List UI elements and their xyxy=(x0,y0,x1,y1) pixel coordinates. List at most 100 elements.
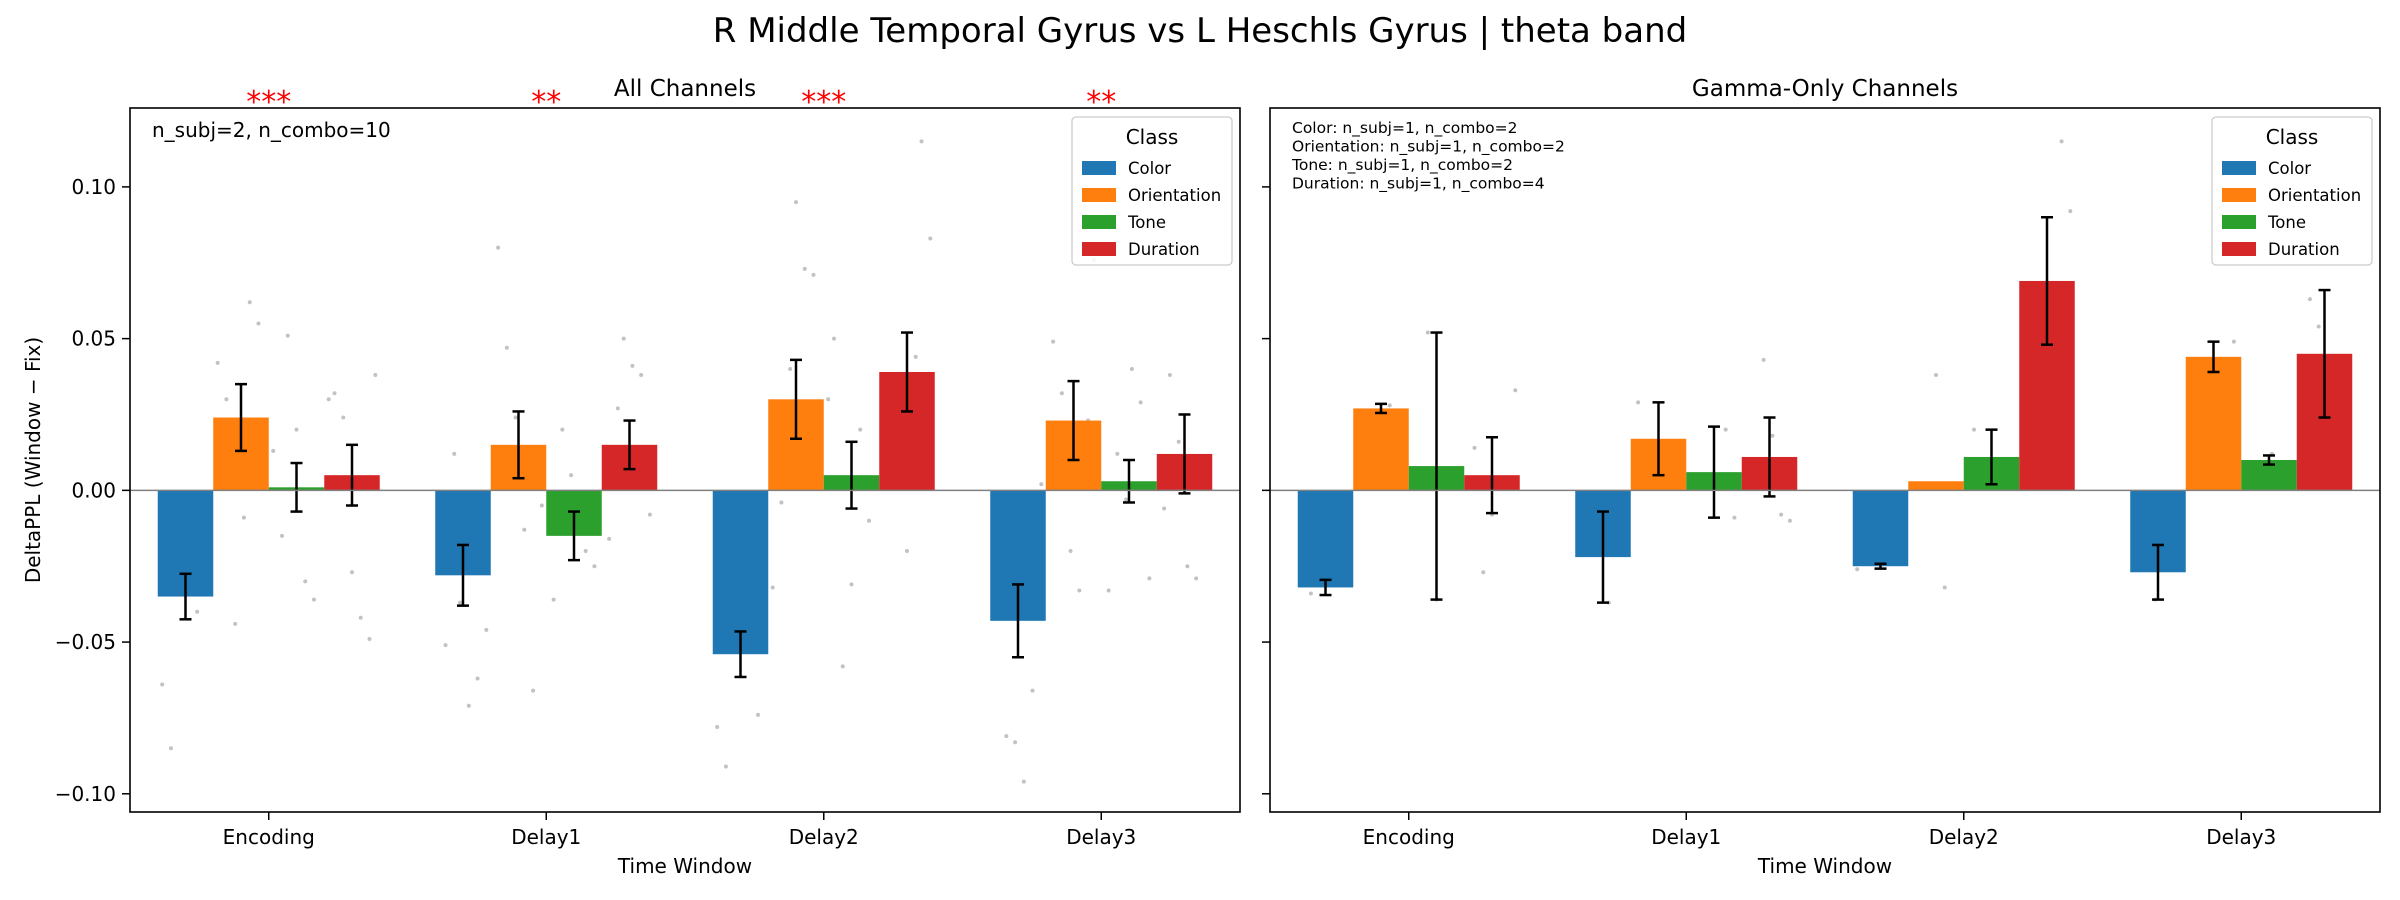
scatter-point xyxy=(1030,688,1035,693)
bar-orientation xyxy=(1908,481,1964,491)
bar-color xyxy=(1297,490,1354,588)
legend-label-tone: Tone xyxy=(2267,213,2306,232)
legend-label-color: Color xyxy=(2268,159,2311,178)
legend-label-color: Color xyxy=(1128,159,1171,178)
legend-swatch-tone xyxy=(2222,215,2256,229)
bar-color xyxy=(712,490,769,655)
legend-swatch-tone xyxy=(1082,215,1116,229)
scatter-point xyxy=(1787,518,1792,523)
scatter-point xyxy=(522,527,527,532)
scatter-point xyxy=(350,570,354,575)
y-tick-label: −0.10 xyxy=(55,782,116,806)
scatter-point xyxy=(256,321,261,326)
sample-size-annotation: Color: n_subj=1, n_combo=2 xyxy=(1292,119,1518,138)
significance-marker: *** xyxy=(801,85,846,120)
scatter-point xyxy=(1106,588,1111,593)
scatter-point xyxy=(458,600,463,605)
x-tick-label: Delay3 xyxy=(2206,825,2276,849)
scatter-point xyxy=(294,427,299,432)
x-tick-label: Delay2 xyxy=(789,825,859,849)
scatter-point xyxy=(452,451,457,456)
scatter-point xyxy=(866,518,871,523)
legend-label-duration: Duration xyxy=(1128,240,1200,259)
scatter-point xyxy=(802,266,807,271)
legend-swatch-color xyxy=(1082,161,1116,175)
y-tick-label: 0.00 xyxy=(71,478,116,502)
scatter-point xyxy=(1077,588,1082,593)
scatter-point xyxy=(241,515,246,520)
plot-frame xyxy=(1269,107,2381,813)
scatter-point xyxy=(1481,570,1486,575)
scatter-point xyxy=(615,406,620,411)
scatter-point xyxy=(475,676,480,681)
scatter-point xyxy=(1147,576,1152,581)
scatter-point xyxy=(832,336,837,341)
legend-label-tone: Tone xyxy=(1127,213,1166,232)
legend: Class Color Orientation Tone Duration xyxy=(1071,116,1233,266)
scatter-point xyxy=(919,139,924,144)
y-tick-label: 0.05 xyxy=(71,327,116,351)
x-axis-label: Time Window xyxy=(617,854,752,878)
scatter-point xyxy=(1425,330,1430,335)
scatter-point xyxy=(1934,373,1938,378)
legend-label-orientation: Orientation xyxy=(1128,186,1221,205)
scatter-point xyxy=(2307,297,2312,302)
legend-title: Class xyxy=(1126,125,1179,149)
legend-title: Class xyxy=(2266,125,2319,149)
scatter-point xyxy=(1732,515,1737,520)
scatter-point xyxy=(466,703,471,708)
scatter-point xyxy=(1972,427,1977,432)
scatter-point xyxy=(168,746,173,751)
scatter-point xyxy=(531,688,536,693)
legend-swatch-duration xyxy=(2222,242,2256,256)
chart-panel-2: Encoding Delay1 Delay2 Delay3 Time Window Gam… xyxy=(1262,76,2381,878)
scatter-point xyxy=(2316,324,2321,329)
scatter-point xyxy=(770,585,775,590)
scatter-point xyxy=(271,448,276,453)
scatter-point xyxy=(247,300,252,305)
bar-color xyxy=(1852,490,1909,567)
legend-label-orientation: Orientation xyxy=(2268,186,2361,205)
x-tick-label: Delay1 xyxy=(1651,825,1721,849)
scatter-point xyxy=(358,615,363,620)
y-tick-label: −0.05 xyxy=(55,630,116,654)
scatter-point xyxy=(1013,740,1018,745)
scatter-point xyxy=(630,363,635,368)
scatter-point xyxy=(639,373,644,378)
figure-title: R Middle Temporal Gyrus vs L Heschls Gyr… xyxy=(713,11,1687,51)
scatter-point xyxy=(1194,576,1199,581)
scatter-point xyxy=(607,536,612,541)
legend-swatch-color xyxy=(2222,161,2256,175)
scatter-point xyxy=(849,582,854,587)
scatter-point xyxy=(811,272,816,277)
y-tick-label: 0.10 xyxy=(71,175,116,199)
sample-size-annotation: Duration: n_subj=1, n_combo=4 xyxy=(1292,175,1545,194)
panel-title: Gamma-Only Channels xyxy=(1692,76,1958,102)
legend-swatch-duration xyxy=(1082,242,1116,256)
x-tick-label: Delay2 xyxy=(1929,825,1999,849)
scatter-point xyxy=(1115,451,1120,456)
scatter-point xyxy=(2231,339,2236,344)
significance-marker: ** xyxy=(531,85,561,120)
scatter-point xyxy=(1942,585,1947,590)
scatter-point xyxy=(621,336,626,341)
scatter-point xyxy=(1167,373,1172,378)
scatter-point xyxy=(913,354,918,359)
scatter-point xyxy=(858,427,863,432)
scatter-point xyxy=(755,712,760,717)
scatter-point xyxy=(1004,734,1009,739)
scatter-point xyxy=(373,373,378,378)
panel-title: All Channels xyxy=(614,76,756,102)
scatter-point xyxy=(1855,567,1860,572)
scatter-point xyxy=(303,579,308,584)
scatter-point xyxy=(233,621,238,626)
legend-swatch-orientation xyxy=(1082,188,1116,202)
x-tick-label: Encoding xyxy=(1363,825,1455,849)
scatter-point xyxy=(1472,445,1477,450)
x-tick-label: Delay3 xyxy=(1066,825,1136,849)
scatter-point xyxy=(647,512,652,517)
scatter-point xyxy=(592,564,597,569)
scatter-point xyxy=(723,764,728,769)
scatter-point xyxy=(1129,366,1134,371)
sample-size-annotation: n_subj=2, n_combo=10 xyxy=(152,118,391,142)
